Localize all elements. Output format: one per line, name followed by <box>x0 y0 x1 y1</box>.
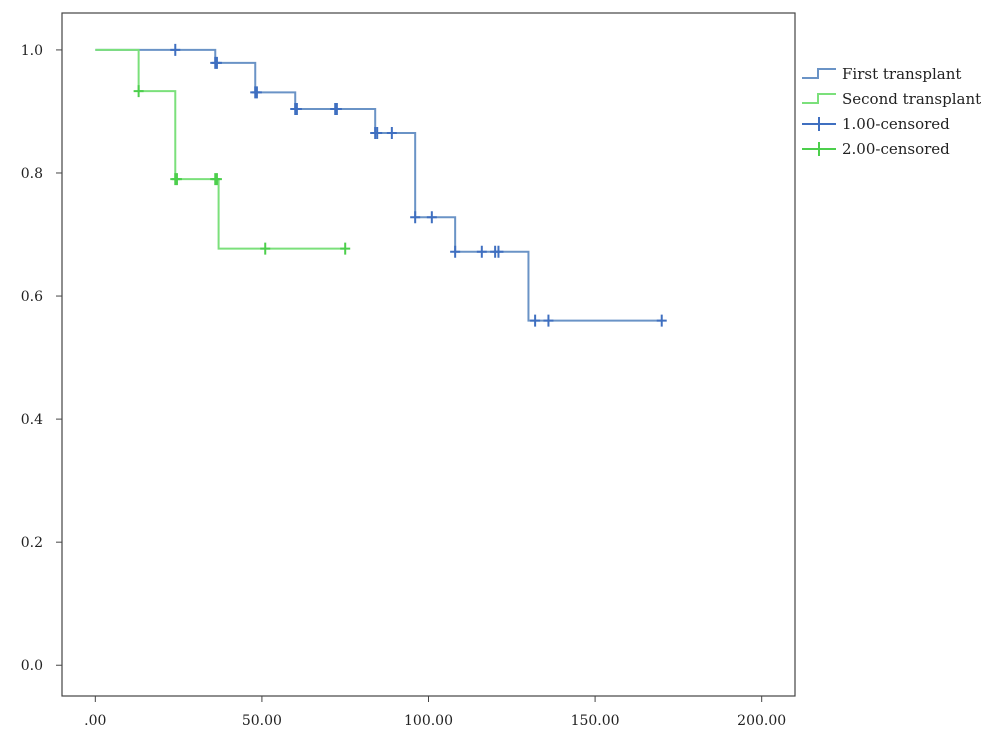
series-line-2 <box>95 48 346 250</box>
y-tick-label: 0.2 <box>21 535 43 551</box>
censor-mark-1 <box>386 126 397 139</box>
censor-mark-1 <box>493 245 504 258</box>
censor-mark-1 <box>251 86 262 99</box>
x-tick-label: .00 <box>84 713 106 729</box>
censor-mark-1 <box>543 314 554 327</box>
x-tick-label: 150.00 <box>571 713 620 729</box>
censor-mark-1 <box>656 314 667 327</box>
legend-swatch <box>802 68 836 79</box>
legend-swatch <box>802 142 836 156</box>
plot-frame <box>61 12 796 697</box>
censor-mark-1 <box>450 245 461 258</box>
censor-mark-1 <box>426 211 437 224</box>
censor-mark-2 <box>340 242 351 255</box>
x-tick-label: 100.00 <box>404 713 453 729</box>
legend-swatch <box>802 93 836 104</box>
legend-label: Second transplant <box>842 90 981 108</box>
censor-mark-1 <box>291 102 302 115</box>
censor-mark-2 <box>133 85 144 98</box>
y-tick-label: 0.0 <box>21 658 43 674</box>
legend-label: First transplant <box>842 65 961 83</box>
series-layer <box>95 43 667 327</box>
censor-mark-2 <box>211 173 222 186</box>
y-tick-label: 1.0 <box>21 43 43 59</box>
censor-mark-1 <box>530 314 541 327</box>
censor-mark-1 <box>211 56 222 69</box>
censor-mark-1 <box>476 245 487 258</box>
legend-label: 2.00-censored <box>842 140 950 158</box>
legend-swatch <box>802 117 836 131</box>
censor-mark-1 <box>372 126 383 139</box>
x-axis: .00 50.00 100.00 150.00 200.00 <box>84 696 786 729</box>
censor-mark-1 <box>331 102 342 115</box>
x-tick-label: 200.00 <box>737 713 786 729</box>
x-tick-label: 50.00 <box>242 713 282 729</box>
censor-mark-2 <box>260 242 271 255</box>
y-axis: 0.0 0.2 0.4 0.6 0.8 1.0 <box>21 43 62 674</box>
legend: First transplant Second transplant 1.00-ce… <box>802 65 981 158</box>
y-tick-label: 0.6 <box>21 289 43 305</box>
y-tick-label: 0.8 <box>21 166 43 182</box>
legend-label: 1.00-censored <box>842 115 950 133</box>
censor-mark-1 <box>410 211 421 224</box>
censor-mark-1 <box>170 43 181 56</box>
y-tick-label: 0.4 <box>21 412 43 428</box>
censor-mark-2 <box>171 173 182 186</box>
